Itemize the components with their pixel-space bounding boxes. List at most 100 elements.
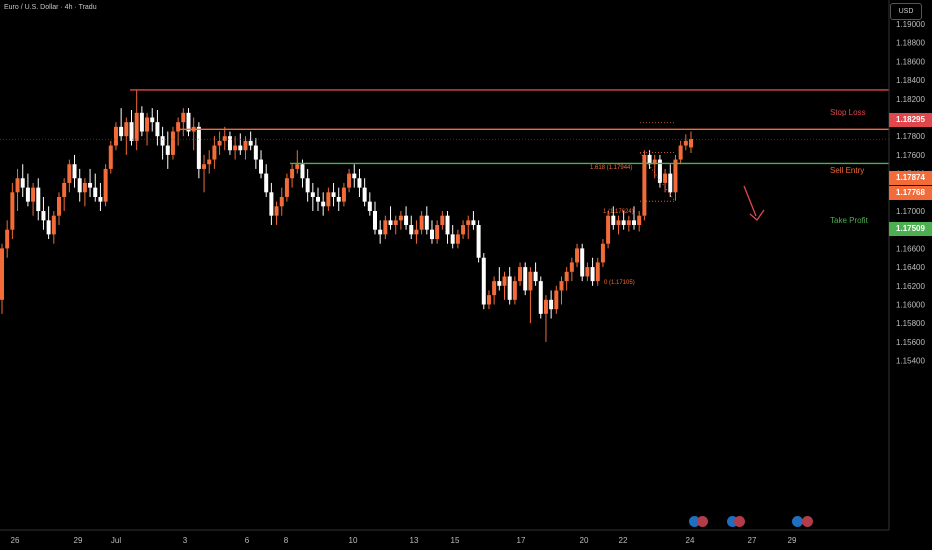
price-tick-label: 1.16000 <box>896 301 925 310</box>
candle-body <box>305 178 310 193</box>
candle-body <box>321 201 326 207</box>
price-tick-label: 1.18800 <box>896 39 925 48</box>
candle-body <box>569 262 574 272</box>
time-tick-label: 8 <box>284 536 289 545</box>
candle-body <box>455 234 460 244</box>
candle <box>549 290 554 319</box>
candle <box>559 276 564 305</box>
candle-body <box>590 267 595 282</box>
candle <box>378 220 383 244</box>
candle-body <box>476 225 481 258</box>
candle-body <box>689 139 693 148</box>
candle <box>160 126 165 160</box>
candle-body <box>51 215 56 235</box>
fib-0-label: 0 (1.17105) <box>604 280 635 286</box>
candle <box>600 239 605 268</box>
take-profit-label: Take Profit <box>830 216 868 225</box>
candle-body <box>88 182 93 188</box>
candle-body <box>5 229 10 249</box>
candle-body <box>497 281 502 286</box>
event-icon-24b[interactable] <box>697 516 708 527</box>
candle <box>481 253 486 310</box>
candle <box>222 126 227 151</box>
candle <box>119 108 124 141</box>
candle-body <box>538 281 543 314</box>
time-axis: 26 29 Jul 3 6 8 10 13 15 17 20 22 24 27 29 <box>0 529 889 545</box>
event-icon-24[interactable] <box>689 516 700 527</box>
candle <box>51 211 56 244</box>
candle-body <box>233 145 238 151</box>
candle <box>461 220 466 240</box>
event-icon-29[interactable] <box>792 516 803 527</box>
candle-body <box>383 220 388 235</box>
candle <box>657 154 662 188</box>
candle-body <box>440 215 445 226</box>
candle <box>321 192 326 216</box>
candle <box>528 267 533 324</box>
candle <box>150 108 155 132</box>
candle <box>145 112 150 146</box>
candle-body <box>461 225 466 235</box>
event-icon-27[interactable] <box>727 516 738 527</box>
candle-body <box>336 196 341 202</box>
event-icon-29b[interactable] <box>802 516 813 527</box>
candle-body <box>56 196 61 216</box>
candle <box>170 126 175 160</box>
candle-body <box>559 281 564 291</box>
event-icon-27b[interactable] <box>734 516 745 527</box>
candle <box>233 136 238 160</box>
candle-body <box>683 140 688 146</box>
candle-body <box>129 122 134 141</box>
price-tick-label: 1.18600 <box>896 57 925 66</box>
candle <box>606 211 611 249</box>
candle <box>647 150 652 169</box>
candle <box>129 110 134 146</box>
candle-body <box>176 122 181 132</box>
candle-body <box>181 112 186 123</box>
fib-diagonal <box>639 152 676 202</box>
candle-body <box>445 215 450 235</box>
candle-body <box>341 187 346 202</box>
candle-body <box>264 173 269 193</box>
candle <box>580 243 585 282</box>
candle <box>440 211 445 230</box>
candle <box>569 257 574 282</box>
take-profit-price: 1.17509 <box>889 222 932 236</box>
current-price: 1.17768 <box>889 186 932 200</box>
candle-body <box>419 215 424 230</box>
candle <box>543 295 548 342</box>
arrow-head-icon <box>749 209 765 221</box>
candle <box>248 131 253 151</box>
candle <box>419 211 424 235</box>
candle-body <box>217 140 222 146</box>
candle-body <box>347 173 352 188</box>
time-tick-label: 29 <box>74 536 83 545</box>
candle <box>362 178 367 207</box>
candle <box>404 206 409 230</box>
candle <box>67 159 72 193</box>
candle <box>103 164 108 207</box>
fib-1618-label: 1.618 (1.17944) <box>590 165 633 171</box>
candle <box>181 108 186 137</box>
candle-body <box>67 164 72 183</box>
candle-body <box>82 182 87 193</box>
candle <box>424 206 429 235</box>
candle <box>512 276 517 305</box>
candle <box>492 276 497 305</box>
candle-body <box>409 225 414 235</box>
candle-body <box>502 276 507 286</box>
candle-body <box>93 187 98 197</box>
candle-body <box>580 248 585 277</box>
time-tick-label: 20 <box>580 536 589 545</box>
candle-body <box>528 271 533 291</box>
price-tick-label: 1.17800 <box>896 132 925 141</box>
candle <box>176 117 181 146</box>
candle <box>673 154 678 201</box>
candle <box>72 154 77 188</box>
candle-body <box>657 159 662 183</box>
price-tick-label: 1.17600 <box>896 151 925 160</box>
candle <box>632 206 637 230</box>
currency-button[interactable]: USD <box>890 3 922 20</box>
time-tick-label: 15 <box>451 536 460 545</box>
